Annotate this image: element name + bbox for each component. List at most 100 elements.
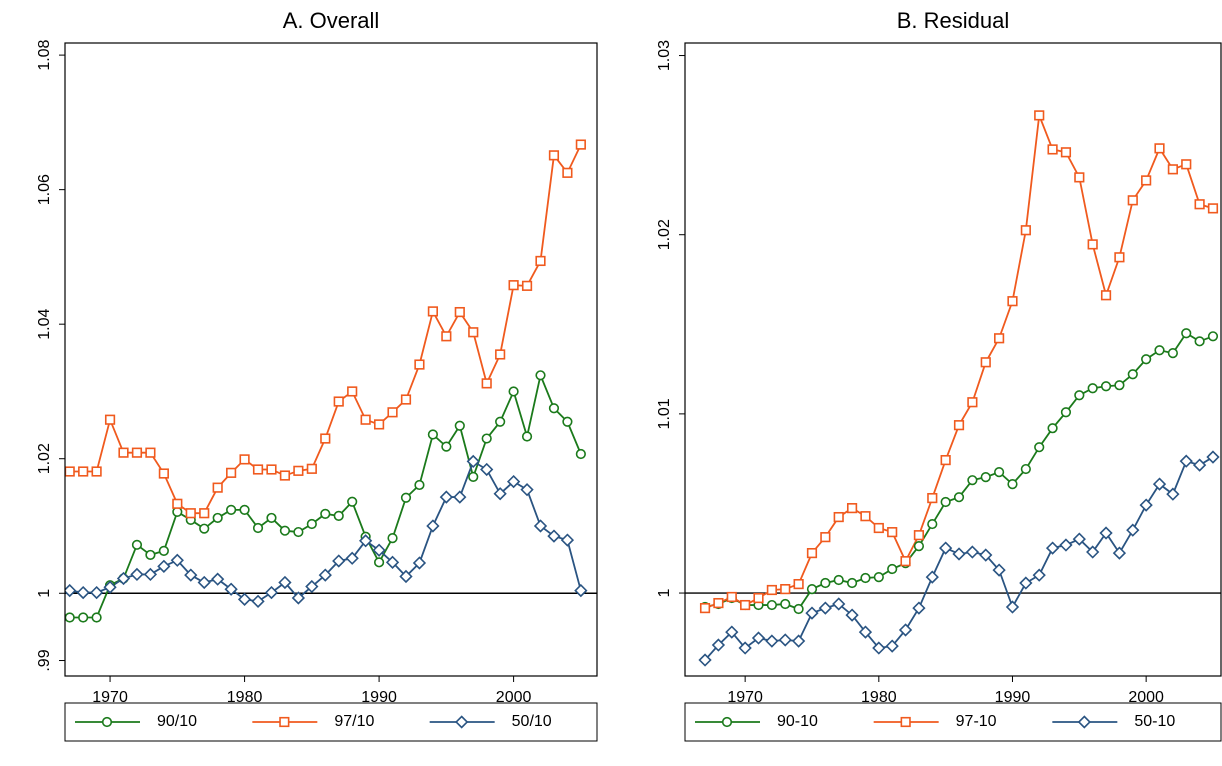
marker [104,414,116,425]
legend-box [684,702,1222,742]
marker [887,563,898,575]
marker [212,482,223,493]
marker [506,474,521,489]
marker [264,585,279,600]
marker [898,623,913,637]
marker [793,578,804,590]
marker [414,359,425,370]
marker [347,496,358,507]
marker [1087,383,1098,394]
marker [900,716,911,728]
marker [994,467,1005,478]
marker [1152,477,1167,491]
marker [738,641,752,655]
marker [1087,239,1098,250]
marker [765,634,779,648]
x-tick-label: 1990 [995,689,1031,706]
y-tick-label: 1 [656,588,673,597]
marker [199,508,210,519]
marker [1181,328,1192,339]
marker [873,571,884,583]
marker [116,571,131,586]
marker [927,518,938,530]
marker [252,464,264,475]
marker [1034,110,1045,121]
marker [439,490,453,504]
marker [426,519,440,533]
x-tick-label: 1970 [727,689,763,706]
marker [846,577,858,589]
marker [1060,407,1072,418]
legend-label: 90/10 [157,713,197,730]
marker [699,602,711,614]
chart-title: A. Overall [283,8,380,33]
marker [1179,454,1193,468]
marker [766,599,777,611]
marker [1154,143,1165,154]
marker [211,572,225,586]
marker [359,534,373,548]
marker [939,541,953,555]
marker [940,496,951,508]
y-tick-label: 1.01 [656,398,673,429]
marker [239,504,250,515]
marker [441,441,452,452]
marker [293,526,304,538]
marker [740,599,751,611]
marker [1074,172,1085,183]
marker [1047,423,1058,434]
marker [980,472,991,483]
marker [872,641,886,655]
marker [143,567,158,582]
marker [252,522,264,534]
marker [199,523,210,534]
marker [427,429,438,440]
x-tick-label: 2000 [1128,689,1164,706]
marker [145,447,156,458]
marker [574,583,588,598]
marker [279,470,291,481]
marker [1112,546,1127,560]
marker [753,592,764,604]
marker [766,584,777,596]
marker [332,554,346,568]
y-tick-label: 1.04 [36,309,53,340]
marker [806,547,818,559]
marker [226,467,237,478]
series-line [704,115,1214,609]
marker [441,331,452,342]
marker [131,539,143,550]
marker [1114,252,1125,263]
marker [818,601,832,615]
marker [780,598,791,610]
marker [481,378,492,389]
marker [1045,541,1060,555]
marker [912,601,926,615]
marker [333,510,344,522]
legend-box [64,702,598,742]
y-tick-label: 1.06 [36,174,53,205]
y-tick-label: 1.02 [36,443,53,474]
marker [1139,498,1153,512]
marker [562,416,573,427]
marker [212,512,223,524]
marker [1059,538,1073,552]
marker [1207,331,1219,342]
marker [414,479,425,491]
marker [860,572,871,584]
marker [520,483,534,497]
marker [967,397,978,408]
marker [495,349,506,360]
marker [1100,290,1112,301]
marker [1126,523,1140,537]
marker [833,574,844,586]
marker [89,585,104,600]
marker [1007,296,1018,307]
marker [266,464,277,475]
x-tick-label: 1990 [361,689,397,706]
marker [1206,450,1220,464]
marker [927,492,938,504]
marker [318,568,332,582]
legend-label: 50/10 [512,713,552,730]
marker [547,529,561,543]
